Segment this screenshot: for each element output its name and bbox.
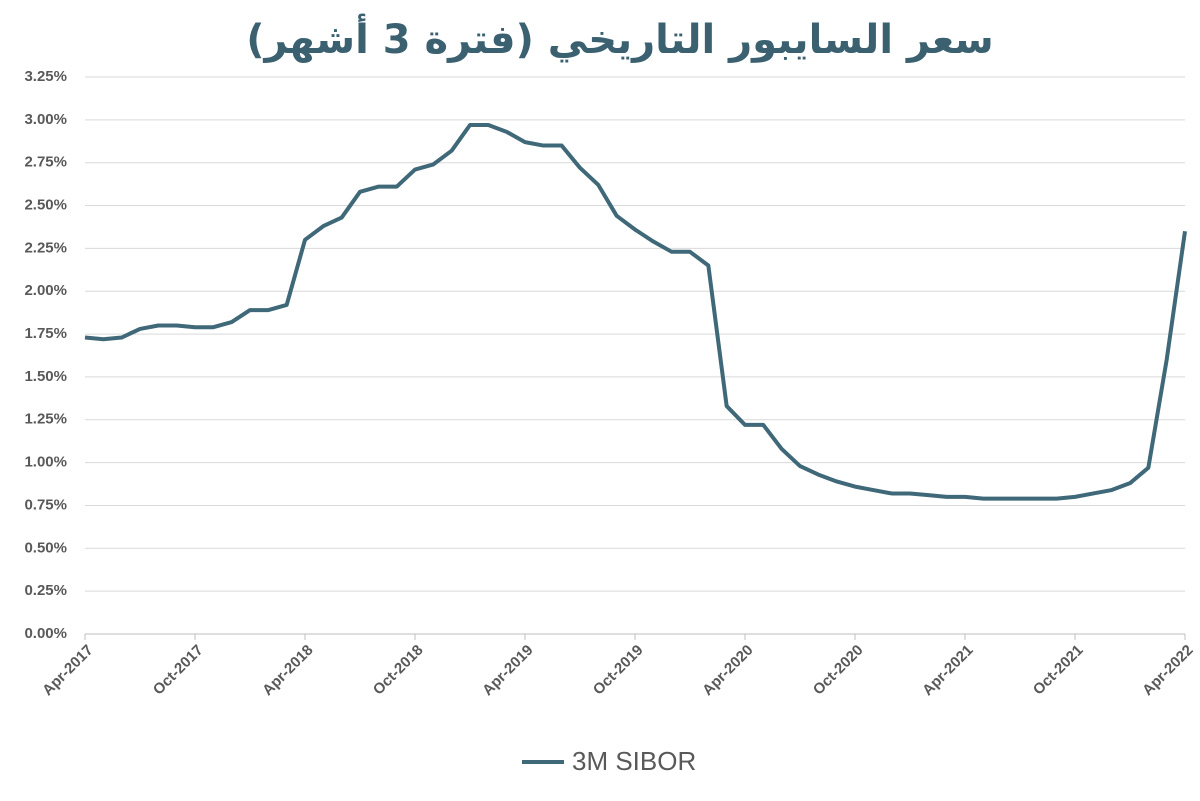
chart-title: سعر السايبور التاريخي (فترة 3 أشهر) [246, 13, 994, 63]
x-tick-label: Oct-2018 [370, 642, 427, 699]
y-tick-label: 3.00% [24, 111, 67, 128]
x-tick-label: Apr-2022 [1139, 642, 1196, 699]
y-tick-label: 2.25% [24, 239, 67, 256]
legend-label: 3M SIBOR [572, 746, 696, 776]
y-tick-label: 3.25% [24, 68, 67, 85]
y-tick-label: 1.00% [24, 454, 67, 471]
x-tick-label: Oct-2019 [590, 642, 647, 699]
x-tick-label: Oct-2017 [150, 642, 207, 699]
y-tick-label: 1.75% [24, 325, 67, 342]
y-tick-label: 0.25% [24, 582, 67, 599]
x-tick-label: Oct-2020 [810, 642, 867, 699]
y-tick-label: 0.00% [24, 625, 67, 642]
y-tick-label: 1.50% [24, 368, 67, 385]
x-tick-label: Apr-2021 [919, 642, 976, 699]
y-tick-label: 1.25% [24, 411, 67, 428]
y-tick-label: 2.50% [24, 197, 67, 214]
x-tick-label: Apr-2017 [39, 642, 96, 699]
y-tick-label: 0.75% [24, 496, 67, 513]
y-tick-label: 0.50% [24, 539, 67, 556]
y-tick-label: 2.75% [24, 154, 67, 171]
series-line [84, 122, 1187, 501]
x-tick-label: Apr-2020 [699, 642, 756, 699]
y-tick-label: 2.00% [24, 282, 67, 299]
x-tick-label: Oct-2021 [1030, 642, 1087, 699]
x-tick-label: Apr-2019 [479, 642, 536, 699]
x-tick-label: Apr-2018 [259, 642, 316, 699]
